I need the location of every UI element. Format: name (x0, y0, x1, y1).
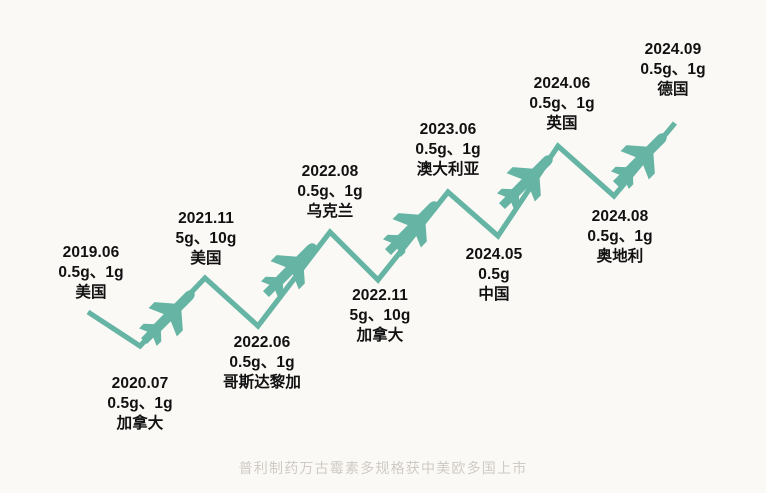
milestone-date: 2022.08 (301, 163, 359, 180)
milestone-dose: 5g、10g (175, 230, 237, 248)
milestone-country: 英国 (546, 115, 578, 133)
milestone-date: 2023.06 (419, 121, 477, 138)
milestone-dose: 0.5g、1g (529, 95, 595, 113)
milestone-date: 2021.11 (178, 210, 234, 227)
milestone-dose: 0.5g、1g (415, 141, 481, 159)
milestone-label: 2022.06 0.5g、1g 哥斯达黎加 (223, 333, 301, 393)
milestone-dose: 0.5g (478, 266, 510, 284)
milestone-dose: 0.5g、1g (229, 354, 295, 372)
milestone-date: 2022.11 (352, 287, 408, 304)
milestone-date: 2024.05 (465, 246, 523, 263)
milestone-date: 2024.09 (644, 41, 702, 58)
milestone-date: 2024.08 (591, 208, 649, 225)
milestone-date: 2019.06 (62, 244, 120, 261)
milestone-country: 美国 (75, 284, 107, 302)
milestone-date: 2022.06 (233, 334, 291, 351)
milestone-label: 2024.06 0.5g、1g 英国 (529, 74, 594, 134)
milestone-date: 2020.07 (111, 375, 169, 392)
milestone-dose: 0.5g、1g (640, 61, 706, 79)
milestone-label: 2024.08 0.5g、1g 奥地利 (587, 207, 652, 267)
milestone-dose: 5g、10g (349, 307, 411, 325)
milestone-date: 2024.06 (533, 75, 591, 92)
caption-text: 普利制药万古霉素多规格获中美欧多国上市 (238, 461, 528, 477)
milestone-dose: 0.5g、1g (107, 395, 173, 413)
milestone-dose: 0.5g、1g (297, 183, 363, 201)
milestone-label: 2019.06 0.5g、1g 美国 (58, 243, 123, 303)
milestone-dose: 0.5g、1g (587, 228, 653, 246)
milestone-country: 奥地利 (596, 248, 644, 266)
milestone-label: 2022.11 5g、10g 加拿大 (350, 286, 411, 346)
airplane-icon (251, 230, 330, 309)
milestone-country: 美国 (190, 250, 222, 268)
milestone-country: 加拿大 (356, 327, 404, 345)
milestone-label: 2022.08 0.5g、1g 乌克兰 (297, 162, 362, 222)
milestone-country: 乌克兰 (306, 203, 354, 221)
milestone-label: 2023.06 0.5g、1g 澳大利亚 (415, 120, 480, 180)
milestone-country: 德国 (657, 81, 689, 99)
milestone-label: 2024.05 0.5g 中国 (466, 245, 523, 305)
milestone-label: 2021.11 5g、10g 美国 (176, 209, 237, 269)
milestone-country: 哥斯达黎加 (222, 374, 302, 392)
milestone-country: 中国 (478, 286, 510, 304)
milestone-label: 2020.07 0.5g、1g 加拿大 (107, 374, 172, 434)
milestone-label: 2024.09 0.5g、1g 德国 (640, 40, 705, 100)
milestone-country: 加拿大 (116, 415, 164, 433)
milestone-dose: 0.5g、1g (58, 264, 124, 282)
milestone-country: 澳大利亚 (416, 161, 480, 179)
